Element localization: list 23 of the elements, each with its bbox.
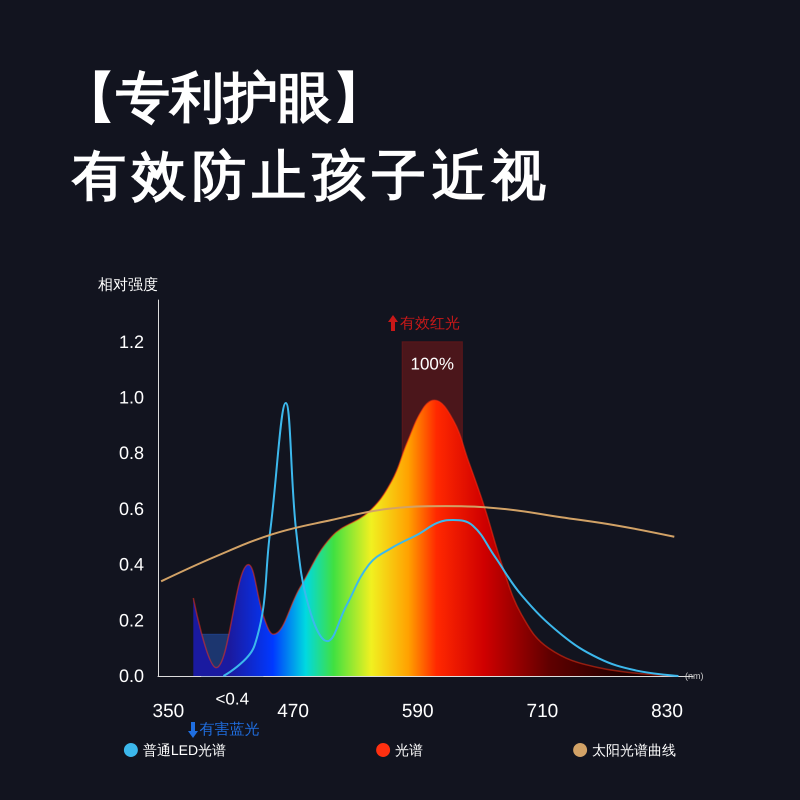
band-label: 100% — [410, 354, 454, 374]
chart-title: 【专利护眼】 — [62, 65, 386, 131]
y-tick-label: 0.0 — [118, 666, 144, 686]
band-label: <0.4 — [215, 690, 250, 708]
legend-label: 光谱 — [395, 742, 424, 758]
legend-label: 普通LED光谱 — [142, 742, 226, 758]
y-tick-label: 0.4 — [118, 554, 144, 575]
x-tick-label: 830 — [651, 701, 683, 722]
y-tick-label: 0.8 — [118, 443, 144, 464]
text: 有害蓝光 — [200, 720, 260, 739]
y-tick-label: 0.6 — [118, 498, 144, 519]
y-axis-title: 相对强度 — [98, 276, 158, 294]
x-tick-label: 710 — [526, 701, 558, 722]
chart-subtitle: 有效防止孩子近视 — [72, 143, 552, 209]
line-series — [160, 505, 676, 582]
x-tick-label: 470 — [277, 701, 309, 722]
legend-label: 太阳光谱曲线 — [592, 742, 676, 758]
x-tick-label: 350 — [152, 701, 184, 722]
annotation: 有效红光 — [400, 314, 460, 333]
y-tick-label: 1.2 — [118, 332, 144, 352]
y-tick-label: 0.2 — [118, 610, 144, 630]
y-tick-label: 1.0 — [118, 387, 144, 408]
x-tick-label: 590 — [402, 701, 434, 722]
